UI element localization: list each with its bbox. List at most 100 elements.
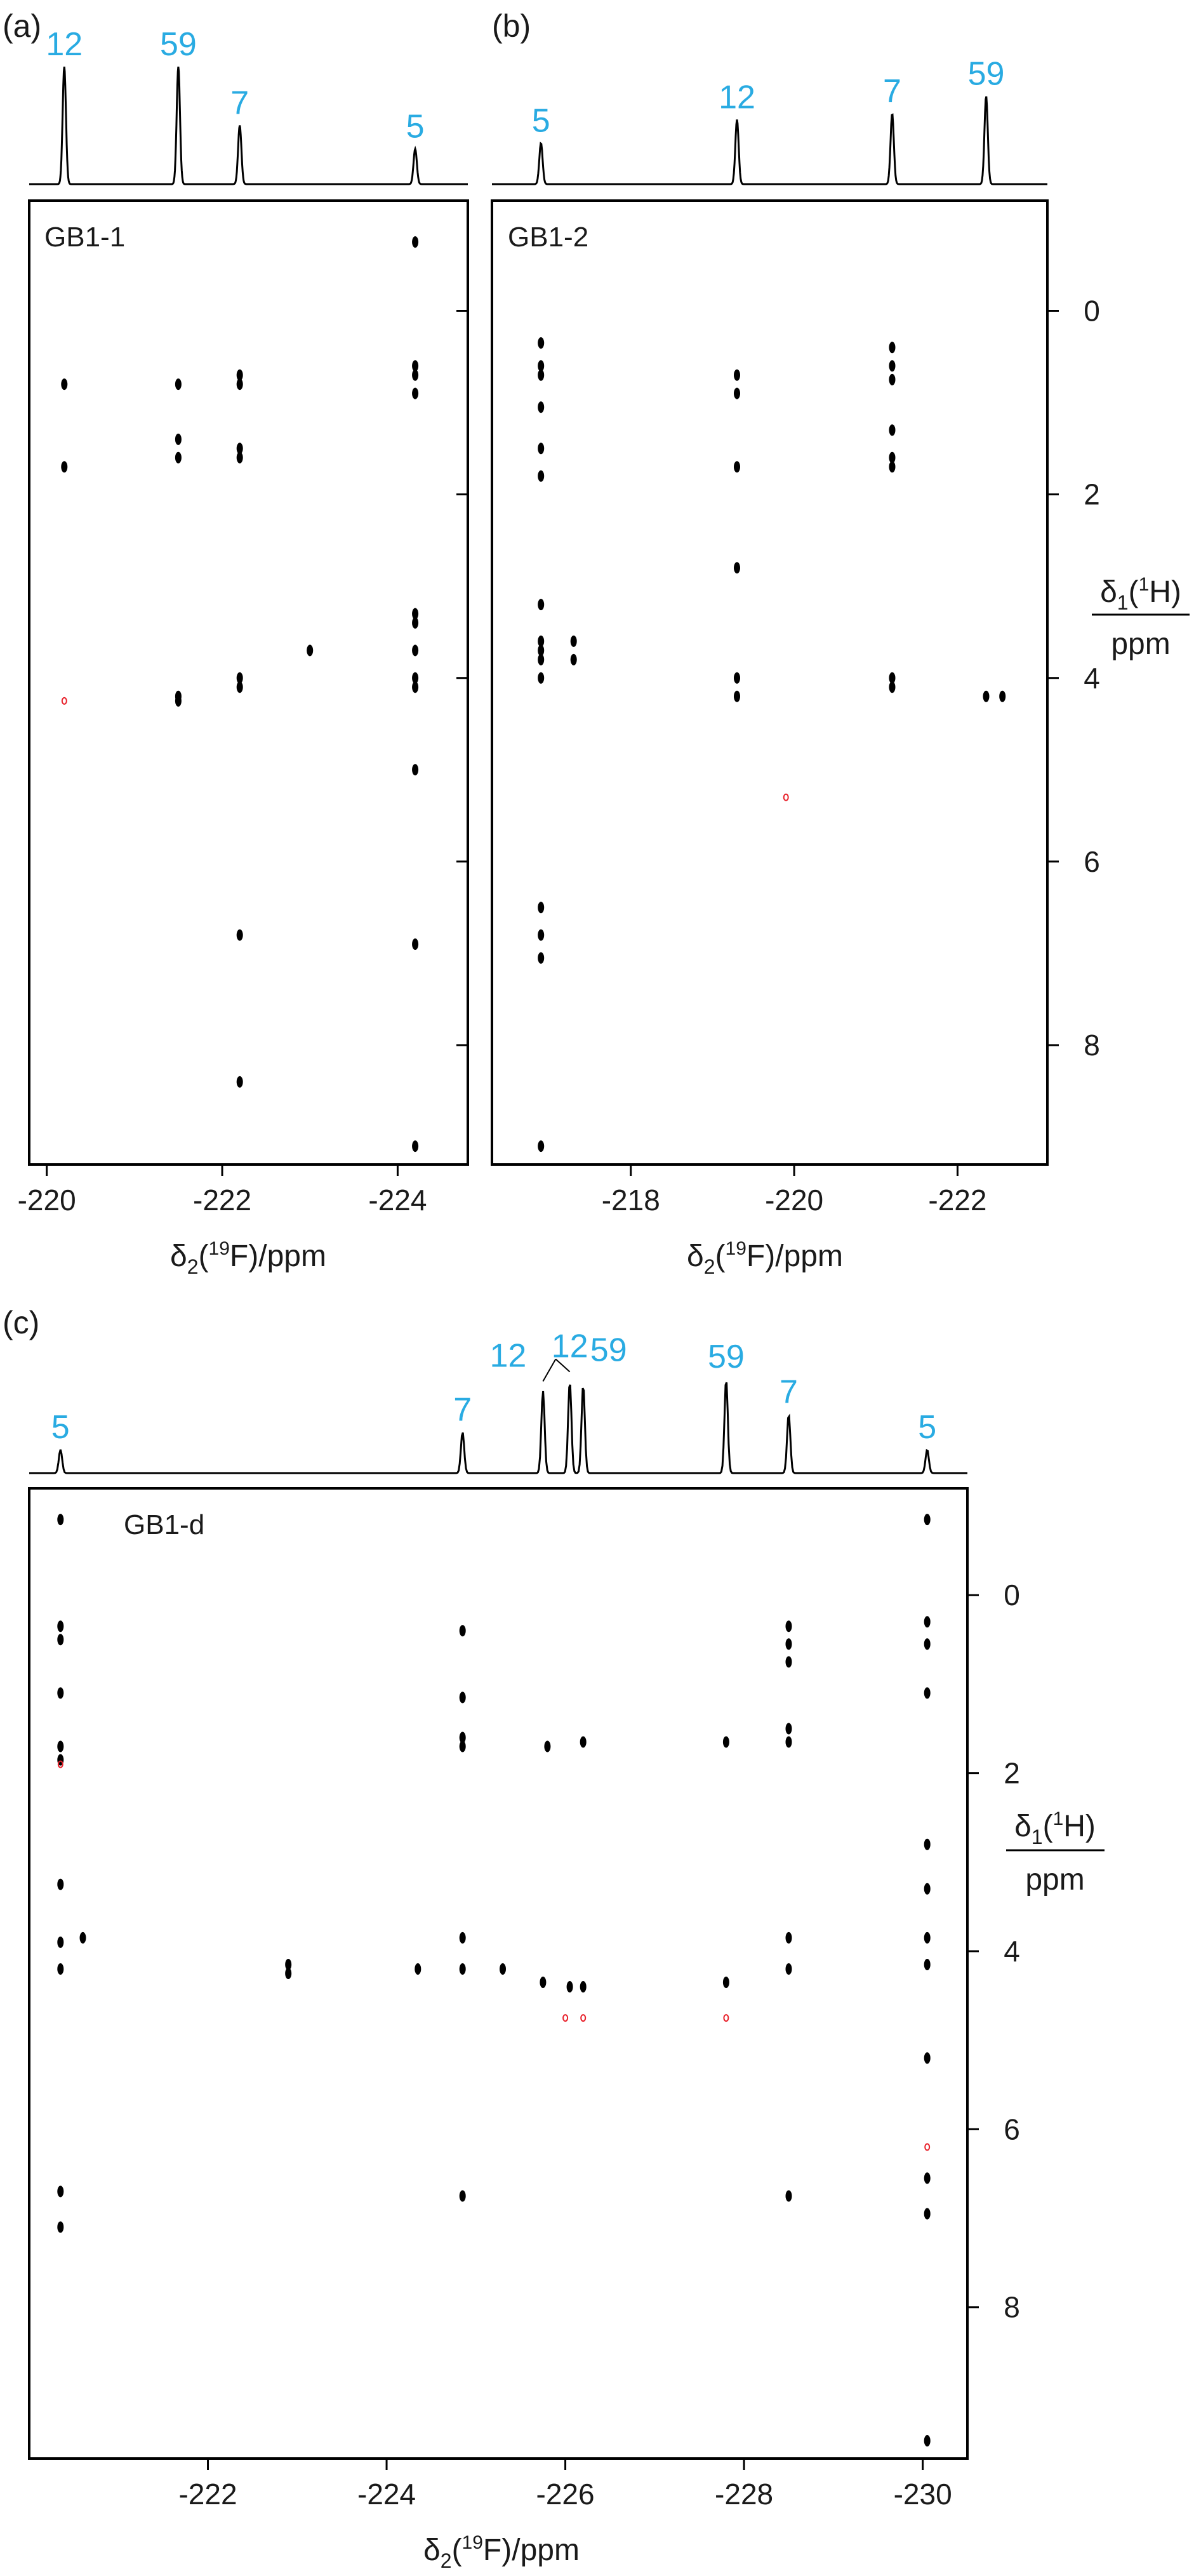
svg-text:δ1(1H): δ1(1H) [1014,1808,1096,1848]
cross-peak [924,1687,931,1699]
x-tick-label: -220 [18,1184,76,1217]
cross-peak [175,378,182,390]
cross-peak [734,562,740,574]
spectrum-1d-trace [492,96,1047,185]
cross-peak [61,461,68,473]
x-tick-label: -222 [193,1184,251,1217]
cross-peak [57,1740,64,1752]
cross-peak [57,1936,64,1948]
y-tick-label: 8 [1004,2291,1020,2324]
cross-peak [57,1634,64,1646]
x-tick-label: -222 [928,1184,986,1217]
cross-peak [538,653,545,665]
negative-peak [924,2143,931,2151]
y-axis-unit: ppm [1111,627,1170,661]
cross-peak [459,1963,466,1975]
cross-peak [570,635,577,647]
cross-peak [924,2052,931,2064]
cross-peak [889,451,896,464]
cross-peak [412,672,419,684]
cross-peak [412,387,419,399]
cross-peak [734,690,740,702]
x-axis-ticks: -222 -224 -226 -228 -230 [178,2459,952,2511]
peak-label-59: 59 [590,1331,627,1368]
cross-peak [415,1963,421,1975]
panel-a: (a) 12 59 7 5 GB1-1 -220 -222 -224 δ2(19F)/pp… [3,8,469,1278]
cross-peak [785,1638,792,1650]
y-tick-label: 4 [1004,1935,1020,1968]
peak-label-5: 5 [406,109,425,145]
cross-peaks [57,1514,931,2446]
cross-peak [538,672,545,684]
plot-frame [28,199,469,1166]
x-axis-ticks: -220 -222 -224 [18,1165,427,1217]
sample-label: GB1-1 [44,222,125,253]
cross-peak [459,1625,466,1637]
leader-line [542,1359,557,1382]
peak-label-7: 7 [230,85,249,122]
cross-peak [538,337,545,349]
x-tick-label: -224 [357,2478,416,2511]
x-tick-label: -224 [368,1184,427,1217]
cross-peak [538,369,545,381]
cross-peak [538,952,545,964]
x-axis-label: δ2(19F)/ppm [170,1238,326,1278]
peak-label-7: 7 [780,1374,798,1411]
cross-peak [785,1620,792,1632]
cross-peak [285,1959,292,1970]
x-tick-label: -228 [715,2478,773,2511]
cross-peak [538,401,545,413]
cross-peak [538,644,545,657]
cross-peak [412,369,419,381]
cross-peak [79,1932,86,1944]
x-tick-label: -218 [602,1184,660,1217]
peak-label-7: 7 [453,1391,472,1428]
x-tick-label: -222 [178,2478,237,2511]
cross-peak [889,672,896,684]
cross-peak [538,1140,545,1152]
cross-peak [889,461,896,473]
cross-peak [924,1932,931,1944]
y-tick-label: 0 [1004,1578,1020,1612]
cross-peak [412,617,419,629]
cross-peak [57,1687,64,1699]
cross-peak [999,690,1006,702]
y-axis-ticks: 0 2 4 6 8 [967,1578,1020,2324]
cross-peak [236,451,243,464]
peak-label-59: 59 [708,1338,745,1375]
panel-label: (c) [3,1305,39,1340]
cross-peak [889,342,896,354]
cross-peak [924,2172,931,2184]
peak-labels: 5 12 7 59 [532,55,1005,139]
negative-peak [57,1760,63,1768]
sample-label: GB1-2 [508,222,588,253]
cross-peak [412,681,419,693]
cross-peak [175,695,182,707]
cross-peak [57,2186,64,2198]
plot-frame [28,1487,969,2460]
cross-peak [61,378,68,390]
negative-peak [783,793,789,801]
cross-peak [734,461,740,473]
cross-peak [785,2190,792,2202]
cross-peak [538,443,545,455]
cross-peak [285,1968,292,1979]
panel-label: (a) [3,8,41,44]
cross-peak [236,681,243,693]
cross-peak [734,369,740,381]
spectrum-1d-trace [29,1382,967,1474]
cross-peak [175,451,182,464]
cross-peak [236,672,243,684]
y-axis-ticks: 0 2 4 6 8 [1047,294,1100,1062]
x-axis-ticks: -218 -220 -222 [602,1165,986,1217]
cross-peak [734,387,740,399]
cross-peak [459,2190,466,2202]
peak-label-7: 7 [883,73,901,110]
cross-peak [57,1963,64,1975]
cross-peak [538,470,545,482]
cross-peak [924,1638,931,1650]
cross-peak [983,690,990,702]
cross-peak [412,1140,419,1152]
